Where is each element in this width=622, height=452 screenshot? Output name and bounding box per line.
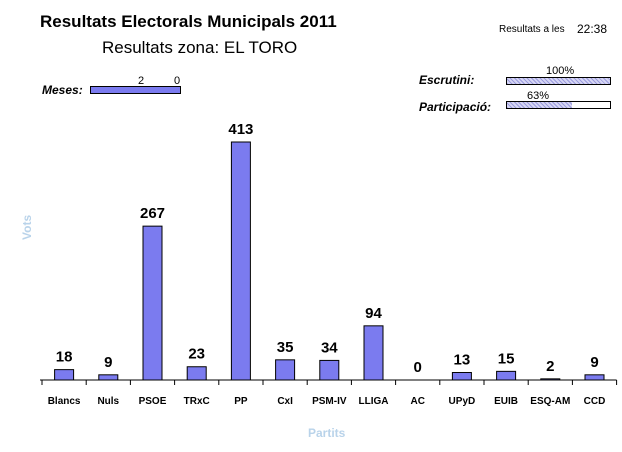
meses-label: Meses: bbox=[42, 83, 83, 97]
category-label-blancs: Blancs bbox=[48, 396, 81, 407]
participacio-bar-fill bbox=[507, 102, 572, 108]
bar-ccd bbox=[584, 374, 605, 381]
category-label-ac: AC bbox=[410, 396, 424, 407]
data-label-blancs: 18 bbox=[56, 349, 73, 366]
data-label-pp: 413 bbox=[228, 121, 253, 138]
category-label-lliga: LLIGA bbox=[359, 396, 389, 407]
escrutini-bar bbox=[506, 77, 611, 85]
data-label-cxi: 35 bbox=[277, 339, 294, 356]
escrutini-value: 100% bbox=[546, 65, 575, 77]
bar-upyd bbox=[451, 372, 472, 381]
bar-psm-iv bbox=[319, 359, 340, 381]
bar-lliga bbox=[363, 325, 384, 381]
data-label-upyd: 13 bbox=[454, 352, 471, 369]
meses-left-value: 2 bbox=[138, 75, 145, 87]
participacio-bar bbox=[506, 101, 611, 109]
bar-euib bbox=[496, 370, 517, 381]
bar-cxi bbox=[275, 359, 296, 381]
category-label-psoe: PSOE bbox=[139, 396, 167, 407]
zone-subtitle: Resultats zona: EL TORO bbox=[102, 38, 298, 57]
data-label-lliga: 94 bbox=[365, 305, 382, 322]
bar-nuls bbox=[98, 374, 119, 381]
category-label-pp: PP bbox=[234, 396, 248, 407]
data-label-euib: 15 bbox=[498, 350, 515, 367]
meses-right-value: 0 bbox=[174, 75, 181, 87]
bar-psoe bbox=[142, 225, 163, 381]
participacio-label: Participació: bbox=[419, 100, 492, 114]
category-label-esq-am: ESQ-AM bbox=[530, 396, 570, 407]
chart-title: Resultats Electorals Municipals 2011 bbox=[40, 12, 337, 31]
data-label-psoe: 267 bbox=[140, 205, 165, 222]
category-label-euib: EUIB bbox=[494, 396, 518, 407]
time-value: 22:38 bbox=[577, 22, 608, 36]
category-label-nuls: Nuls bbox=[97, 396, 119, 407]
data-label-ac: 0 bbox=[414, 359, 422, 376]
bar-trxc bbox=[186, 366, 207, 381]
data-label-trxc: 23 bbox=[188, 346, 205, 363]
bar-pp bbox=[230, 141, 251, 381]
data-label-ccd: 9 bbox=[590, 354, 598, 371]
escrutini-label: Escrutini: bbox=[419, 73, 475, 87]
category-label-psm-iv: PSM-IV bbox=[312, 396, 347, 407]
bar-blancs bbox=[54, 369, 75, 381]
data-label-psm-iv: 34 bbox=[321, 339, 338, 356]
x-axis-title: Partits bbox=[308, 426, 346, 440]
data-label-nuls: 9 bbox=[104, 354, 112, 371]
data-label-esq-am: 2 bbox=[546, 358, 554, 375]
category-label-ccd: CCD bbox=[584, 396, 606, 407]
bar-esq-am bbox=[540, 378, 561, 381]
category-label-upyd: UPyD bbox=[449, 396, 476, 407]
escrutini-bar-fill bbox=[507, 78, 610, 84]
category-label-cxi: CxI bbox=[277, 396, 293, 407]
participacio-value: 63% bbox=[527, 90, 550, 102]
time-label: Resultats a les bbox=[499, 24, 565, 35]
meses-bar-fill bbox=[91, 87, 180, 93]
category-label-trxc: TRxC bbox=[184, 396, 210, 407]
meses-bar bbox=[90, 86, 181, 94]
